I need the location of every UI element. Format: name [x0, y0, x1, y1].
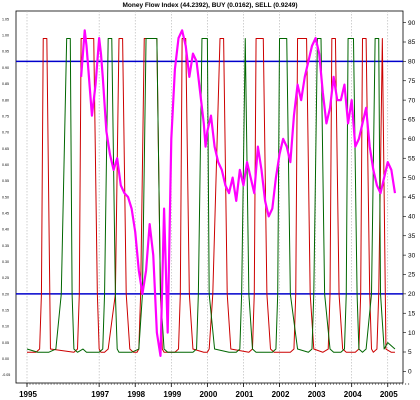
x-tick-label-2003: 2003: [308, 390, 326, 399]
left-tick-label-0.05: 0.05: [2, 341, 9, 345]
right-tick-label-15: 15: [408, 310, 416, 317]
left-tick-label-0.40: 0.40: [2, 228, 9, 232]
left-tick-label-0.95: 0.95: [2, 50, 9, 54]
x-tick-label-2001: 2001: [236, 390, 254, 399]
left-tick-label-0.45: 0.45: [2, 211, 9, 215]
right-tick-label-75: 75: [408, 78, 416, 85]
left-tick-label-0.65: 0.65: [2, 147, 9, 151]
right-tick-label-65: 65: [408, 117, 416, 124]
left-tick-label-1.05: 1.05: [2, 17, 9, 21]
left-tick-label-0.00: 0.00: [2, 357, 9, 361]
left-tick-label-0.85: 0.85: [2, 82, 9, 86]
buy-series-line: [27, 38, 395, 353]
right-tick-label-0: 0: [408, 369, 412, 376]
right-tick-label-45: 45: [408, 194, 416, 201]
left-tick-label-0.10: 0.10: [2, 325, 9, 329]
right-tick-label-40: 40: [408, 214, 416, 221]
right-tick-label-5: 5: [408, 349, 412, 356]
right-tick-label-70: 70: [408, 97, 416, 104]
left-axis: 1.05 1.00 0.95 0.90 0.85 0.80 0.75 0.70 0.65 0.60…: [2, 17, 10, 377]
right-tick-label-60: 60: [408, 136, 416, 143]
x-tick-label-1995: 1995: [19, 390, 37, 399]
x-tick-label-1999: 1999: [163, 390, 181, 399]
series-lines: [26, 29, 397, 357]
sell-series-line: [26, 38, 396, 353]
right-tick-label-25: 25: [408, 272, 416, 279]
x-axis: 1995 1997 1998 1999 2000 2001 2002 2003 2004 2005: [19, 383, 409, 399]
left-tick-label-0.25: 0.25: [2, 276, 9, 280]
x-tick-label-2004: 2004: [344, 390, 362, 399]
mfi-series-line: [80, 29, 397, 357]
left-tick-label-0.60: 0.60: [2, 163, 9, 167]
right-tick-label-90: 90: [408, 20, 416, 27]
left-tick-label-0.90: 0.90: [2, 66, 9, 70]
x-tick-label-2000: 2000: [199, 390, 217, 399]
chart-title: Money Flow Index (44.2392), BUY (0.0162)…: [123, 2, 298, 9]
left-tick-label-0.20: 0.20: [2, 292, 9, 296]
right-tick-label-55: 55: [408, 155, 416, 162]
left-tick-label--0.05: -0.05: [2, 373, 10, 377]
right-tick-label-10: 10: [408, 330, 416, 337]
right-tick-label-85: 85: [408, 39, 416, 46]
left-tick-label-0.50: 0.50: [2, 195, 9, 199]
x-tick-label-2002: 2002: [272, 390, 290, 399]
right-tick-label-35: 35: [408, 233, 416, 240]
x-tick-label-1998: 1998: [127, 390, 145, 399]
left-tick-label-0.55: 0.55: [2, 179, 9, 183]
right-tick-label-50: 50: [408, 175, 416, 182]
right-tick-label-80: 80: [408, 59, 416, 66]
left-tick-label-1.00: 1.00: [2, 34, 9, 38]
right-axis: 0 5 10 15 20 25 30 35 40 45 50 55 60 65 70 75 80 85 90: [403, 20, 416, 376]
x-tick-label-2005: 2005: [380, 390, 398, 399]
left-tick-label-0.15: 0.15: [2, 309, 9, 313]
left-tick-label-0.30: 0.30: [2, 260, 9, 264]
left-tick-label-0.80: 0.80: [2, 98, 9, 102]
right-tick-label-30: 30: [408, 252, 416, 259]
left-tick-label-0.70: 0.70: [2, 131, 9, 135]
left-tick-label-0.75: 0.75: [2, 114, 9, 118]
left-tick-label-0.35: 0.35: [2, 244, 9, 248]
right-tick-label-20: 20: [408, 291, 416, 298]
x-tick-label-1997: 1997: [91, 390, 109, 399]
